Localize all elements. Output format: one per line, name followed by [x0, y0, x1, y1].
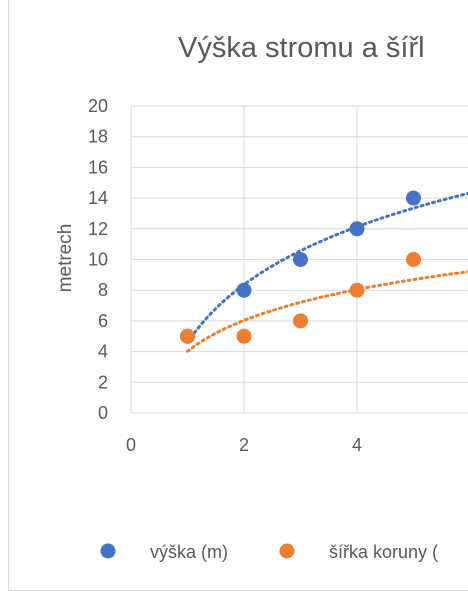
data-point-series-1	[406, 190, 421, 206]
legend-label-series-2: šířka koruny (	[329, 542, 438, 562]
y-tick-label: 10	[88, 250, 108, 270]
legend: výška (m) šířka koruny (	[100, 542, 438, 562]
x-tick-label: 2	[239, 435, 249, 455]
data-point-series-1	[293, 252, 308, 267]
x-axis-ticks: 0 2 4	[126, 435, 362, 455]
data-point-series-1	[236, 282, 252, 298]
data-point-series-2	[180, 328, 195, 344]
trendline-series-2	[186, 270, 468, 353]
data-point-series-2	[349, 282, 365, 298]
x-tick-label: 0	[126, 435, 136, 455]
legend-label-series-1: výška (m)	[150, 542, 228, 562]
y-tick-label: 0	[98, 403, 108, 423]
y-tick-label: 20	[88, 96, 108, 116]
x-tick-label: 4	[352, 435, 362, 455]
data-point-series-2	[236, 328, 252, 344]
y-axis-title: metrech	[55, 224, 76, 293]
trendlines	[186, 191, 468, 353]
gridlines	[130, 105, 468, 414]
y-tick-label: 12	[88, 219, 108, 239]
legend-marker-series-2	[279, 543, 295, 559]
y-tick-label: 14	[88, 188, 108, 208]
y-axis-ticks: 0 2 4 6 8 10 12 14 16 18 20	[88, 96, 108, 423]
chart-title: Výška stromu a šířl	[178, 32, 425, 64]
data-points	[180, 190, 421, 344]
y-tick-label: 4	[98, 342, 108, 362]
data-point-series-2	[406, 252, 421, 267]
legend-marker-series-1	[100, 543, 116, 559]
data-point-series-1	[349, 221, 365, 237]
y-tick-label: 6	[98, 311, 108, 331]
y-tick-label: 16	[88, 157, 108, 177]
y-tick-label: 18	[88, 127, 108, 147]
y-tick-label: 2	[98, 372, 108, 392]
trendline-series-1	[186, 191, 468, 344]
y-tick-label: 8	[98, 280, 108, 300]
data-point-series-2	[293, 313, 308, 329]
